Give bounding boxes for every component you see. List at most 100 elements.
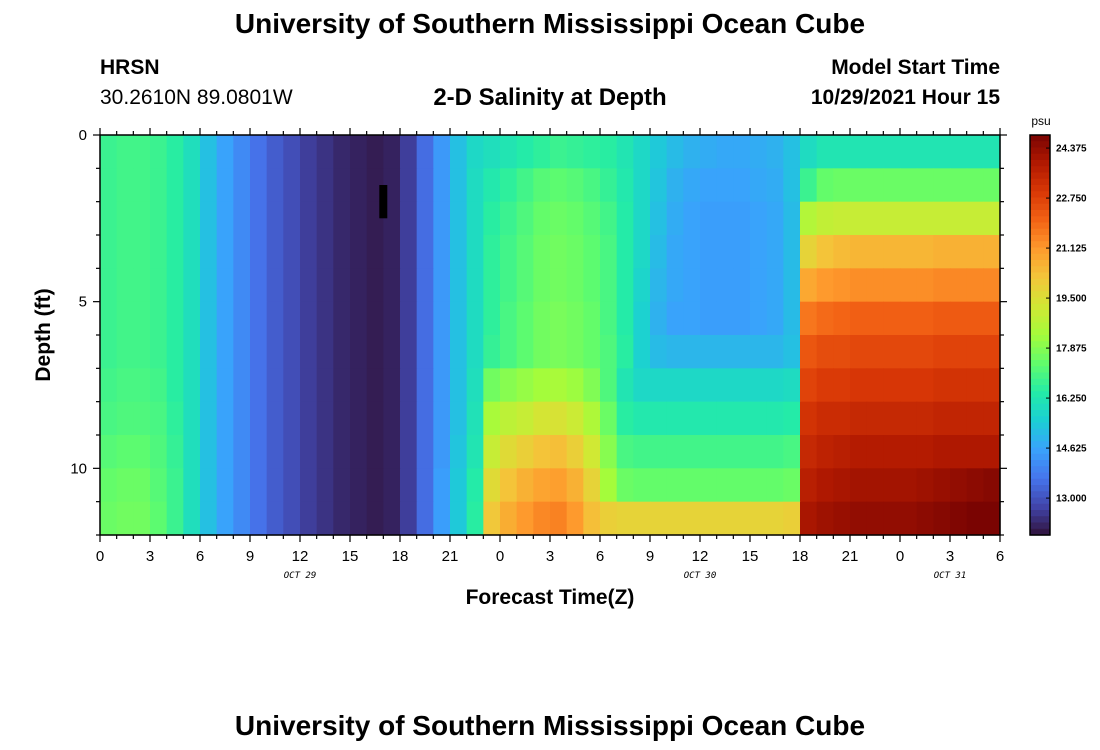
- heatmap-cell: [666, 235, 684, 269]
- heatmap-cell: [783, 201, 801, 236]
- heatmap-cell: [133, 401, 151, 436]
- heatmap-cell: [933, 168, 951, 203]
- heatmap-cell: [650, 201, 668, 236]
- heatmap-cell: [800, 468, 818, 503]
- heatmap-cell: [383, 501, 401, 536]
- heatmap-cell: [866, 368, 884, 403]
- heatmap-cell: [150, 368, 168, 403]
- heatmap-cell: [533, 435, 551, 469]
- heatmap-cell: [316, 168, 334, 203]
- heatmap-cell: [550, 401, 568, 436]
- heatmap-cell: [283, 301, 301, 336]
- colorbar-segment: [1030, 328, 1050, 336]
- heatmap-cell: [233, 235, 251, 269]
- heatmap-cell: [216, 301, 234, 336]
- colorbar-segment: [1030, 416, 1050, 424]
- heatmap-cell: [350, 335, 368, 369]
- heatmap-cell: [950, 235, 968, 269]
- heatmap-cell: [200, 135, 218, 169]
- heatmap-cell: [683, 401, 701, 436]
- heatmap-cell: [966, 468, 984, 503]
- heatmap-cell: [583, 435, 601, 469]
- colorbar-segment: [1030, 366, 1050, 374]
- heatmap-cell: [133, 301, 151, 336]
- heatmap-cell: [633, 268, 651, 303]
- heatmap-cell: [833, 235, 851, 269]
- colorbar-segment: [1030, 135, 1050, 142]
- heatmap-cell: [183, 235, 201, 269]
- heatmap-cell: [466, 401, 484, 436]
- heatmap-cell: [433, 368, 451, 403]
- heatmap-cell: [450, 268, 468, 303]
- heatmap-cell: [466, 135, 484, 169]
- heatmap-cell: [600, 201, 618, 236]
- heatmap-cell: [600, 301, 618, 336]
- heatmap-cell: [616, 501, 634, 536]
- heatmap-cell: [416, 168, 434, 203]
- heatmap-cell: [883, 135, 901, 169]
- heatmap-cell: [150, 335, 168, 369]
- heatmap-cell: [850, 235, 868, 269]
- heatmap-cell: [850, 335, 868, 369]
- heatmap-cell: [433, 235, 451, 269]
- colorbar-segment: [1030, 235, 1050, 242]
- heatmap-cell: [533, 468, 551, 503]
- heatmap-cell: [200, 468, 218, 503]
- heatmap-cell: [266, 368, 284, 403]
- heatmap-cell: [683, 201, 701, 236]
- heatmap-cell: [266, 501, 284, 536]
- heatmap-cell: [383, 301, 401, 336]
- heatmap-cell: [850, 468, 868, 503]
- heatmap-cell: [683, 235, 701, 269]
- heatmap-cell: [366, 401, 384, 436]
- heatmap-cell: [916, 435, 934, 469]
- heatmap-cell: [283, 135, 301, 169]
- heatmap-cell: [350, 268, 368, 303]
- heatmap-cell: [583, 201, 601, 236]
- heatmap-cell: [750, 201, 768, 236]
- colorbar-segment: [1030, 510, 1050, 517]
- heatmap-cell: [950, 135, 968, 169]
- heatmap-cell: [983, 201, 1001, 236]
- heatmap-cell: [783, 301, 801, 336]
- heatmap-cell: [316, 301, 334, 336]
- heatmap-cell: [333, 201, 351, 236]
- heatmap-cell: [333, 501, 351, 536]
- heatmap-cell: [816, 168, 834, 203]
- heatmap-cell: [716, 301, 734, 336]
- heatmap-cell: [983, 435, 1001, 469]
- heatmap-cell: [633, 135, 651, 169]
- heatmap-cell: [633, 468, 651, 503]
- heatmap-cell: [150, 201, 168, 236]
- heatmap-cell: [116, 435, 134, 469]
- heatmap-cell: [750, 135, 768, 169]
- heatmap-cell: [683, 435, 701, 469]
- heatmap-cell: [483, 335, 501, 369]
- heatmap-cell: [566, 135, 584, 169]
- heatmap-cell: [300, 368, 318, 403]
- heatmap-cell: [716, 435, 734, 469]
- heatmap-cell: [283, 335, 301, 369]
- heatmap-cell: [883, 468, 901, 503]
- colorbar-segment: [1030, 360, 1050, 367]
- heatmap-cell: [550, 268, 568, 303]
- heatmap-cell: [683, 268, 701, 303]
- heatmap-cell: [816, 135, 834, 169]
- heatmap-cell: [833, 501, 851, 536]
- colorbar-segment: [1030, 528, 1050, 536]
- heatmap-cell: [583, 401, 601, 436]
- heatmap-cell: [700, 235, 718, 269]
- heatmap-cell: [783, 168, 801, 203]
- heatmap-cell: [633, 235, 651, 269]
- heatmap-cell: [300, 435, 318, 469]
- colorbar-segment: [1030, 516, 1050, 524]
- heatmap-cell: [200, 235, 218, 269]
- heatmap-cell: [433, 401, 451, 436]
- heatmap-cell: [800, 501, 818, 536]
- heatmap-cell: [150, 401, 168, 436]
- heatmap-cell: [550, 501, 568, 536]
- heatmap-cell: [183, 168, 201, 203]
- heatmap-cell: [750, 435, 768, 469]
- heatmap-cell: [133, 335, 151, 369]
- heatmap-cell: [166, 335, 184, 369]
